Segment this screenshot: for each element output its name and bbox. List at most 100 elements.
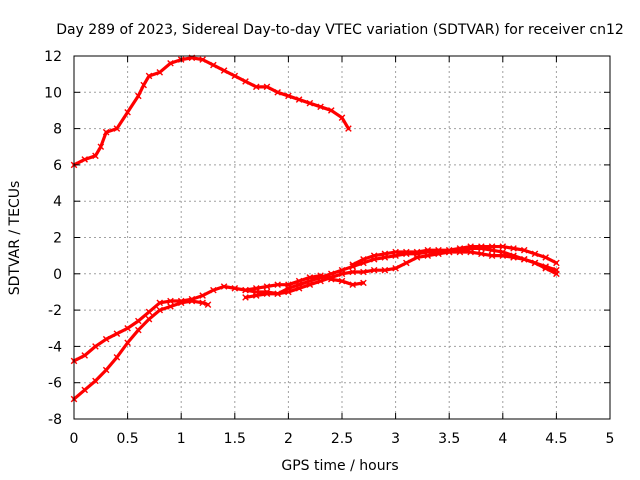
y-axis-title: SDTVAR / TECUs xyxy=(7,181,23,296)
axis-ticks xyxy=(73,55,611,420)
data-point xyxy=(360,279,367,287)
data-point xyxy=(145,315,153,323)
data-point xyxy=(92,343,99,350)
data-point xyxy=(349,281,357,288)
y-tick-label: 12 xyxy=(44,49,62,65)
data-point xyxy=(520,246,528,254)
x-tick-label: 2.5 xyxy=(331,431,353,447)
data-point xyxy=(285,288,292,296)
series-trace xyxy=(70,272,367,365)
y-tick-label: 10 xyxy=(44,85,62,101)
series-trace xyxy=(349,243,560,269)
x-tick-label: 1 xyxy=(177,431,186,447)
data-point xyxy=(478,243,485,250)
y-tick-label: 4 xyxy=(53,194,62,210)
data-point xyxy=(102,128,110,136)
chart-title: Day 289 of 2023, Sidereal Day-to-day VTE… xyxy=(56,22,624,38)
grid-lines xyxy=(74,56,610,419)
y-tick-label: 8 xyxy=(53,122,62,138)
data-point xyxy=(467,243,474,250)
x-tick-label: 0 xyxy=(70,431,79,447)
data-point xyxy=(274,290,281,298)
data-point xyxy=(263,290,271,298)
data-point xyxy=(156,69,164,76)
data-point xyxy=(274,281,281,288)
data-point xyxy=(349,268,357,276)
y-tick-label: 2 xyxy=(53,231,62,247)
data-point xyxy=(445,246,453,254)
x-tick-label: 3 xyxy=(391,431,400,447)
y-tick-labels: -8 -6 -4 -2 0 2 4 6 8 10 12 xyxy=(44,49,62,428)
series-line xyxy=(243,246,559,299)
series-line xyxy=(72,274,366,363)
data-point xyxy=(135,326,142,334)
series-trace xyxy=(70,54,352,169)
data-point xyxy=(499,243,507,250)
data-point xyxy=(392,265,399,272)
data-point xyxy=(360,255,367,263)
data-point xyxy=(553,259,560,267)
data-point xyxy=(542,265,549,272)
data-point xyxy=(403,248,410,256)
data-point xyxy=(242,286,249,294)
data-point xyxy=(145,72,153,80)
data-point xyxy=(81,352,89,359)
y-tick-label: 0 xyxy=(53,267,62,283)
data-point xyxy=(177,299,185,307)
data-point xyxy=(231,72,239,80)
data-point xyxy=(327,274,335,281)
data-point xyxy=(542,254,549,261)
data-point xyxy=(403,259,410,267)
x-tick-label: 4 xyxy=(498,431,507,447)
y-tick-label: -2 xyxy=(48,303,62,319)
data-point xyxy=(102,366,110,374)
data-point xyxy=(338,277,346,285)
data-point xyxy=(295,96,303,103)
data-point xyxy=(520,255,528,263)
data-point xyxy=(220,283,228,290)
data-point xyxy=(317,277,324,285)
y-tick-label: 6 xyxy=(53,158,62,174)
data-point xyxy=(338,270,346,278)
data-point xyxy=(102,335,110,343)
data-point xyxy=(231,285,239,292)
data-point xyxy=(327,107,335,114)
data-point xyxy=(156,299,164,307)
data-point xyxy=(242,294,249,301)
data-point xyxy=(199,299,206,307)
y-tick-label: -4 xyxy=(48,339,62,355)
series-trace xyxy=(242,245,560,301)
data-point xyxy=(81,386,89,394)
data-point xyxy=(199,292,206,299)
data-point xyxy=(263,283,271,290)
data-point xyxy=(274,89,281,96)
data-point xyxy=(349,261,357,269)
series-line xyxy=(243,250,559,296)
data-point xyxy=(499,248,507,256)
data-point xyxy=(242,78,249,85)
data-point xyxy=(210,61,217,69)
data-point xyxy=(167,297,174,305)
data-point xyxy=(317,103,324,111)
data-point xyxy=(135,92,142,100)
data-point xyxy=(145,308,153,316)
data-point xyxy=(338,114,346,122)
data-point xyxy=(478,250,485,258)
data-point xyxy=(220,67,228,74)
data-point xyxy=(135,317,142,325)
data-point xyxy=(285,92,292,100)
data-point xyxy=(263,83,271,91)
data-point xyxy=(370,266,378,274)
data-point xyxy=(204,301,212,308)
data-point xyxy=(306,99,314,107)
data-point xyxy=(295,285,303,292)
data-point xyxy=(252,292,260,299)
data-point xyxy=(510,245,517,252)
data-point xyxy=(92,152,99,160)
data-point xyxy=(456,245,464,252)
data-point xyxy=(252,83,260,91)
data-point xyxy=(531,259,539,267)
data-point xyxy=(413,248,421,256)
data-point xyxy=(435,246,442,254)
